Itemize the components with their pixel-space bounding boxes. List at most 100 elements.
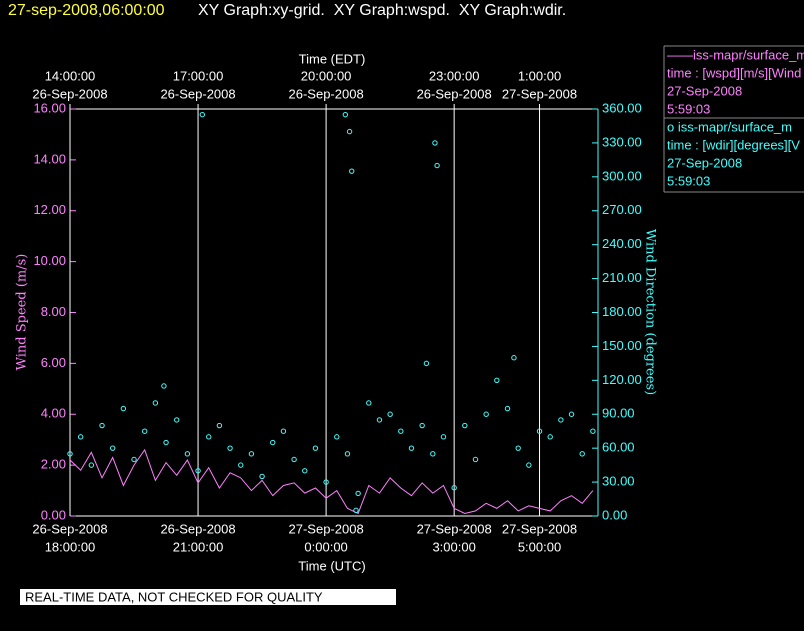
wind-direction-point: [432, 140, 438, 146]
timestamp: 27-sep-2008,06:00:00: [8, 2, 165, 19]
wind-direction-point: [259, 473, 265, 480]
x-tick-label: 0:00:00: [304, 539, 347, 554]
wind-direction-point: [344, 451, 351, 457]
x2-tick-label: 23:00:00: [429, 68, 480, 83]
y2-tick-label: 0.00: [602, 507, 627, 522]
y-tick-label: 0.00: [41, 507, 66, 522]
wind-direction-point: [206, 434, 212, 440]
legend-detail: 27-Sep-2008: [667, 155, 742, 170]
y2-tick-label: 120.00: [602, 372, 642, 387]
wind-direction-point: [462, 422, 468, 429]
wind-direction-point: [248, 451, 255, 457]
wind-direction-point: [536, 428, 543, 434]
wind-direction-point: [515, 445, 521, 451]
y-tick-label: 16.00: [33, 100, 66, 115]
y2-tick-label: 270.00: [602, 202, 642, 217]
legend-detail: time : [wdir][degrees][V: [667, 137, 800, 152]
y2-tick-label: 210.00: [602, 270, 642, 285]
y2-tick-label: 360.00: [602, 100, 642, 115]
wind-direction-point: [163, 439, 169, 446]
y-tick-label: 2.00: [41, 457, 66, 472]
wind-direction-point: [323, 479, 329, 485]
wind-direction-point: [355, 490, 361, 497]
y-tick-label: 6.00: [41, 355, 66, 370]
x2-tick-date: 26-Sep-2008: [32, 86, 107, 101]
wind-direction-point: [99, 422, 105, 429]
x-tick-label: 21:00:00: [173, 539, 224, 554]
y-tick-label: 4.00: [41, 406, 66, 421]
x-tick-date: 26-Sep-2008: [160, 521, 235, 536]
footer: REAL-TIME DATA, NOT CHECKED FOR QUALITY: [25, 589, 323, 604]
x2-tick-date: 26-Sep-2008: [160, 86, 235, 101]
x-tick-label: 3:00:00: [432, 539, 475, 554]
wind-direction-point: [334, 434, 340, 440]
wind-direction-point: [161, 383, 167, 389]
y2-tick-label: 60.00: [602, 440, 635, 455]
y2-tick-label: 30.00: [602, 474, 635, 489]
wind-direction-point: [199, 111, 206, 118]
wind-direction-point: [547, 434, 553, 440]
wind-direction-point: [408, 445, 415, 451]
wind-speed-line: [69, 448, 594, 515]
wind-direction-point: [174, 417, 180, 423]
y2-tick-label: 90.00: [602, 406, 635, 421]
wind-direction-point: [342, 111, 349, 118]
wind-direction-point: [579, 451, 585, 457]
wind-direction-point: [440, 434, 447, 440]
wind-direction-point: [376, 417, 383, 423]
wind-direction-point: [131, 456, 137, 463]
wind-direction-point: [349, 168, 355, 174]
x-tick-label: 18:00:00: [45, 539, 96, 554]
wind-direction-point: [451, 485, 457, 491]
wind-direction-point: [120, 405, 127, 412]
x2-tick-date: 26-Sep-2008: [417, 86, 492, 101]
y2-tick-label: 180.00: [602, 304, 642, 319]
x-title: Time (UTC): [298, 558, 365, 573]
x2-tick-date: 27-Sep-2008: [502, 86, 577, 101]
wind-direction-point: [152, 400, 159, 406]
wind-direction-point: [434, 162, 440, 169]
footer-box: [20, 589, 396, 605]
wind-direction-point: [558, 417, 564, 423]
x2-tick-label: 14:00:00: [45, 68, 96, 83]
x-title-top: Time (EDT): [299, 51, 366, 66]
legend-detail: time : [wspd][m/s][Wind: [667, 65, 801, 80]
wind-direction-point: [67, 451, 73, 457]
wind-direction-point: [366, 400, 372, 406]
x2-tick-label: 17:00:00: [173, 68, 224, 83]
wind-direction-point: [353, 507, 359, 514]
wind-direction-point: [430, 451, 436, 457]
y2-title: Wind Direction (degrees): [643, 229, 658, 395]
wind-direction-point: [346, 128, 353, 135]
wind-direction-point: [472, 456, 479, 463]
wind-direction-point: [387, 411, 393, 417]
wind-direction-point: [312, 445, 319, 451]
x2-tick-label: 20:00:00: [301, 68, 352, 83]
y-tick-label: 8.00: [41, 304, 66, 319]
wind-direction-point: [568, 411, 575, 417]
legend-detail: 5:59:03: [667, 173, 710, 188]
legend-detail: 5:59:03: [667, 101, 710, 116]
wind-direction-point: [302, 468, 308, 474]
x2-tick-label: 1:00:00: [518, 68, 561, 83]
wind-direction-point: [590, 428, 596, 434]
wind-direction-point: [109, 445, 116, 451]
wind-direction-point: [141, 428, 148, 434]
wind-direction-point: [398, 428, 404, 434]
wind-direction-point: [423, 360, 430, 367]
y2-tick-label: 300.00: [602, 168, 642, 183]
wind-direction-point: [270, 439, 276, 446]
wind-direction-point: [511, 355, 517, 361]
graph-list: XY Graph:xy-grid. XY Graph:wspd. XY Grap…: [198, 2, 566, 19]
wind-direction-point: [216, 422, 223, 429]
y-tick-label: 10.00: [33, 253, 66, 268]
wind-direction-point: [494, 377, 500, 384]
legend-detail: 27-Sep-2008: [667, 83, 742, 98]
wind-direction-point: [195, 468, 201, 474]
wind-direction-point: [77, 434, 84, 440]
wind-direction-point: [504, 405, 511, 412]
wind-direction-point: [291, 456, 297, 463]
x2-tick-date: 26-Sep-2008: [289, 86, 364, 101]
